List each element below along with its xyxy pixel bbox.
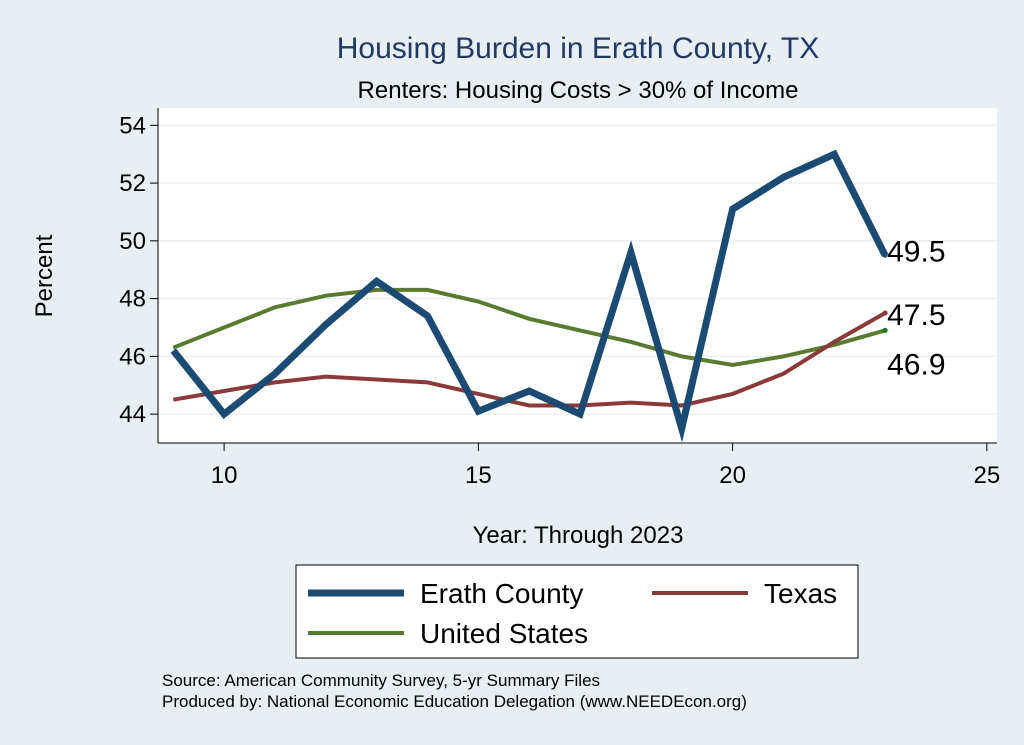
y-tick-label-54: 54: [119, 112, 146, 139]
legend-label-texas: Texas: [764, 578, 837, 609]
legend: Erath County Texas United States: [308, 578, 837, 649]
x-axis-title: Year: Through 2023: [473, 522, 684, 549]
end-point-erath-county: [882, 252, 888, 258]
legend-label-united-states: United States: [420, 618, 588, 649]
plot-area: [158, 108, 997, 443]
y-tick-label-46: 46: [119, 343, 146, 370]
legend-label-erath-county: Erath County: [420, 578, 583, 609]
end-point-united-states: [882, 327, 888, 333]
x-tick-label-10: 10: [211, 462, 238, 489]
y-axis-title: Percent: [31, 234, 58, 317]
y-tick-label-52: 52: [119, 170, 146, 197]
series-line-erath-county: [170, 149, 889, 443]
end-labels: 46.9 47.5 49.5: [882, 235, 946, 381]
y-tick-label-44: 44: [119, 401, 146, 428]
end-point-texas: [882, 310, 888, 316]
end-label-texas: 47.5: [887, 299, 945, 332]
chart-subtitle: Renters: Housing Costs > 30% of Income: [358, 77, 799, 104]
x-tick-label-15: 15: [465, 462, 492, 489]
chart-title: Housing Burden in Erath County, TX: [337, 32, 820, 65]
y-tick-label-48: 48: [119, 286, 146, 313]
x-ticks: 10 15 20 25: [211, 443, 1000, 489]
source-note: Source: American Community Survey, 5-yr …: [162, 671, 600, 690]
producer-note: Produced by: National Economic Education…: [162, 692, 747, 711]
series-lines: [170, 149, 889, 443]
end-label-united-states: 46.9: [887, 348, 945, 381]
y-ticks: 44 46 48 50 52 54: [119, 112, 158, 428]
end-label-erath-county: 49.5: [887, 235, 945, 268]
y-tick-label-50: 50: [119, 228, 146, 255]
x-tick-label-20: 20: [719, 462, 746, 489]
legend-box: [295, 564, 859, 659]
x-tick-label-25: 25: [973, 462, 1000, 489]
series-line-united-states: [172, 287, 886, 368]
series-line-texas: [172, 311, 887, 408]
